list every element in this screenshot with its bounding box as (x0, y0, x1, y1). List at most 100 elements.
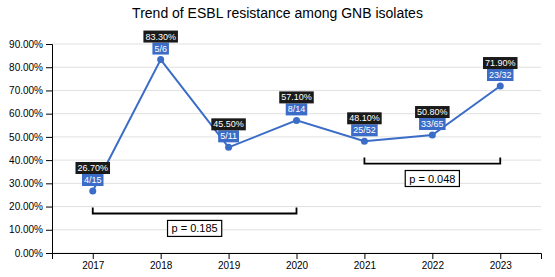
grid-line (52, 229, 541, 230)
value-label: 26.70% (77, 163, 108, 173)
y-tick-label: 50.00% (9, 132, 43, 143)
x-tick-label: 2023 (490, 260, 513, 271)
value-label-background (211, 118, 246, 130)
value-label-background (483, 57, 518, 69)
grid-line (52, 136, 541, 137)
count-label-background (82, 174, 104, 186)
y-tick: 20.00% (9, 201, 52, 212)
bracket (364, 158, 500, 164)
x-tick-label: 2022 (422, 260, 445, 271)
y-tick-mark (46, 183, 52, 184)
grid-line (52, 206, 541, 207)
p-value-background (405, 171, 459, 187)
x-tick-mark (161, 253, 162, 259)
data-label: 23/32 71.90% (483, 57, 518, 81)
grid-line (52, 44, 541, 45)
y-tick-mark (46, 160, 52, 161)
point (429, 132, 436, 139)
value-label-background (279, 91, 314, 103)
count-label: 33/65 (421, 119, 444, 129)
value-label-background (415, 106, 450, 118)
x-tick-mark (229, 253, 230, 259)
p-value-box: p = 0.185 (168, 220, 222, 236)
y-tick: 0.00% (15, 248, 52, 259)
grid-line (52, 160, 541, 161)
line (93, 60, 501, 191)
data-label: 4/15 26.70% (75, 162, 110, 186)
p-value: p = 0.048 (409, 173, 455, 185)
value-label: 57.10% (281, 92, 312, 102)
data-label: 25/5248.10% (347, 112, 382, 136)
x-tick: 2019 (218, 253, 241, 271)
point (157, 56, 164, 63)
p-value-box: p = 0.048 (405, 171, 459, 187)
data-label: 5/11 45.50% (211, 118, 246, 142)
y-tick-mark (46, 230, 52, 231)
data-label: 8/14 57.10% (279, 91, 314, 115)
y-tick-label: 80.00% (9, 62, 43, 73)
bracket (93, 208, 297, 214)
x-tick-label: 2018 (150, 260, 173, 271)
count-label-background (487, 69, 514, 81)
count-label: 5/11 (220, 131, 237, 141)
x-tick-mark (93, 253, 94, 259)
y-tick-mark (46, 114, 52, 115)
data-label: 5/6 83.30% (143, 31, 178, 55)
y-tick-mark (46, 67, 52, 68)
grid-line (52, 90, 541, 91)
y-tick-label: 0.00% (15, 248, 43, 259)
point (361, 138, 368, 145)
x-tick: 2017 (82, 253, 105, 271)
y-tick: 40.00% (9, 155, 52, 166)
y-tick: 60.00% (9, 108, 52, 119)
count-label: 4/15 (84, 175, 102, 185)
y-tick: 10.00% (9, 224, 52, 235)
count-label-background (351, 124, 378, 136)
y-tick: 80.00% (9, 62, 52, 73)
x-tick-label: 2019 (218, 260, 241, 271)
y-tick-label: 60.00% (9, 108, 43, 119)
title: Trend of ESBL resistance among GNB isola… (132, 5, 423, 21)
point (293, 117, 300, 124)
p-value: p = 0.185 (172, 222, 218, 234)
count-label: 5/6 (154, 44, 167, 54)
grid (52, 44, 541, 253)
count-label-background (152, 43, 169, 55)
point (497, 83, 504, 90)
value-label: 50.80% (417, 107, 448, 117)
plot-area (89, 56, 504, 194)
value-label-background (143, 31, 178, 43)
y-tick-mark (46, 207, 52, 208)
x-tick-mark (364, 253, 365, 259)
grid-line (52, 183, 541, 184)
y-tick: 30.00% (9, 178, 52, 189)
value-label: 71.90% (485, 58, 516, 68)
x-tick-label: 2021 (354, 260, 377, 271)
data-label: 33/65 50.80% (415, 106, 450, 130)
y-tick-mark (46, 253, 52, 254)
y-tick: 90.00% (9, 39, 52, 50)
value-label: 48.10% (349, 113, 380, 123)
x-tick: 2023 (490, 253, 513, 271)
value-label: 83.30% (145, 32, 176, 42)
y-tick-mark (46, 44, 52, 45)
y-axis-line (46, 45, 53, 254)
chart: 0.00% 10.00% 20.00% 30.00% 40.00% 50.00% 60.00… (0, 0, 555, 277)
x-axis-line (53, 254, 542, 260)
y-tick-label: 30.00% (9, 178, 43, 189)
x-tick-label: 2020 (286, 260, 309, 271)
count-label: 8/14 (288, 104, 306, 114)
count-label-background (419, 118, 446, 130)
x-tick: 2021 (354, 253, 377, 271)
y-tick-label: 10.00% (9, 224, 43, 235)
y-axis: 0.00% 10.00% 20.00% 30.00% 40.00% 50.00% 60.00… (9, 39, 52, 259)
y-tick: 50.00% (9, 132, 52, 143)
value-label: 45.50% (213, 119, 244, 129)
y-tick-mark (46, 137, 52, 138)
point (89, 187, 96, 194)
y-tick-label: 90.00% (9, 39, 43, 50)
count-label: 23/32 (489, 70, 512, 80)
x-tick-mark (432, 253, 433, 259)
y-tick: 70.00% (9, 85, 52, 96)
y-tick-label: 70.00% (9, 85, 43, 96)
